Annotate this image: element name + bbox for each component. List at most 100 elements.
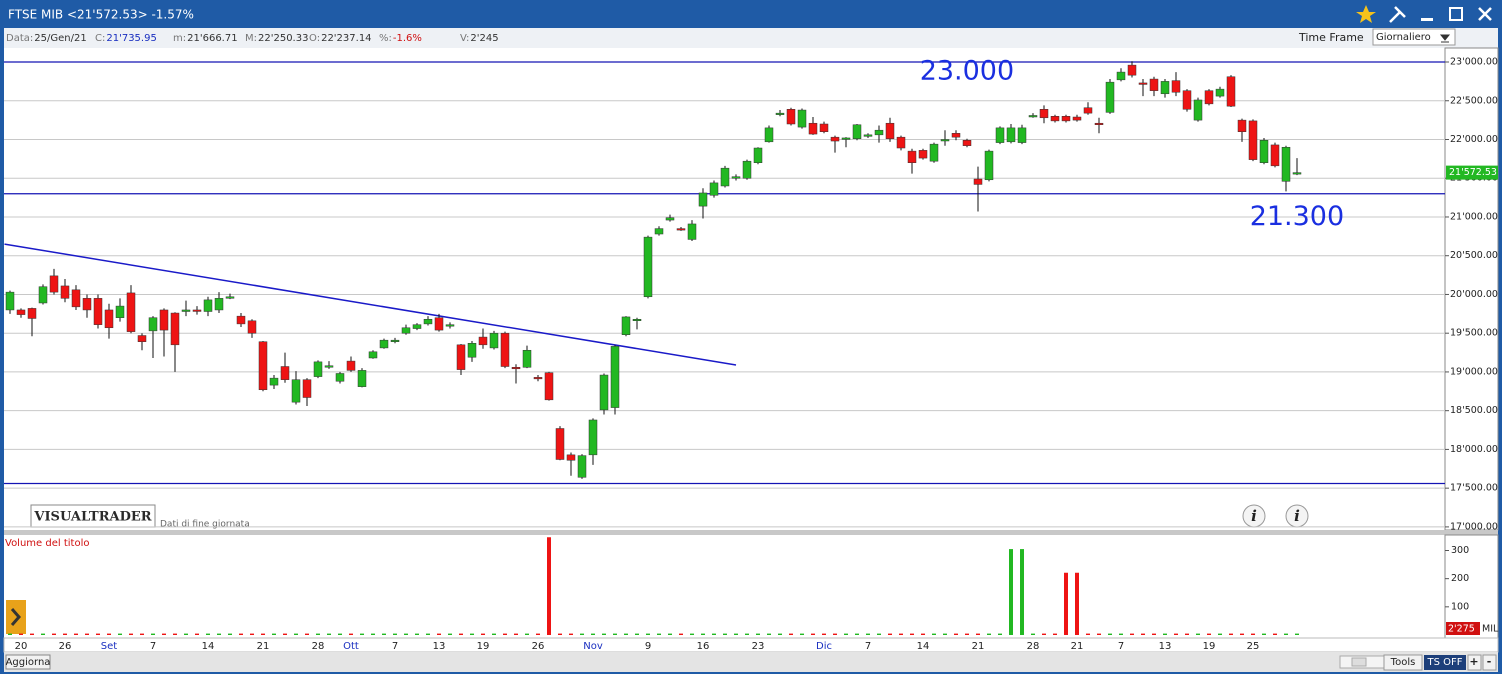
candle-body	[863, 134, 873, 137]
candle-body	[522, 349, 532, 368]
candle-body	[346, 360, 356, 371]
volume-bar	[52, 633, 56, 635]
volume-bar	[723, 633, 727, 635]
volume-bar	[151, 633, 155, 635]
candle-body	[1138, 82, 1148, 85]
candle-body	[269, 377, 279, 386]
x-tick-label: 19	[1203, 641, 1216, 652]
volume-bar	[1174, 633, 1178, 635]
maximize-button[interactable]	[1449, 7, 1463, 21]
candle-body	[214, 298, 224, 311]
refresh-button[interactable]	[5, 654, 51, 670]
candle-body	[379, 339, 389, 349]
favorite-icon[interactable]	[1356, 5, 1376, 23]
candle-body	[478, 336, 488, 346]
volume-bar	[272, 633, 276, 635]
candle-body	[577, 455, 587, 478]
x-tick-label: 28	[1027, 641, 1040, 652]
candle-body	[830, 136, 840, 142]
candle-body	[82, 298, 92, 311]
tools-button[interactable]	[1383, 654, 1423, 671]
candle-body	[1017, 127, 1027, 143]
x-tick-label: 16	[697, 641, 710, 652]
volume-bar	[767, 633, 771, 635]
expand-panel-button[interactable]	[6, 600, 26, 634]
volume-bar	[1207, 633, 1211, 635]
trendline	[4, 243, 737, 366]
time-frame-label: Time Frame	[1298, 31, 1364, 44]
volume-bar	[998, 633, 1002, 635]
x-tick-label: 7	[392, 641, 398, 652]
volume-bar	[558, 633, 562, 635]
x-tick-label: 14	[917, 641, 930, 652]
volume-bar	[1130, 633, 1134, 635]
candle-body	[786, 109, 796, 125]
volume-bar	[349, 633, 353, 635]
close-button[interactable]	[1478, 7, 1492, 21]
candle-body	[753, 147, 763, 163]
volume-bar	[305, 633, 309, 635]
x-tick-label: Ott	[343, 641, 359, 652]
candle-body	[852, 124, 862, 139]
info-value: -1.6%	[393, 33, 422, 44]
data-note: Dati di fine giornata	[160, 520, 250, 530]
x-tick-label: 21	[972, 641, 985, 652]
volume-bar	[1240, 633, 1244, 635]
time-frame-select[interactable]	[1372, 28, 1456, 46]
volume-bar	[778, 633, 782, 635]
info-icon[interactable]: i	[1285, 504, 1309, 528]
candle-body	[181, 309, 191, 312]
expand-arrow	[10, 608, 21, 626]
candle-body	[115, 305, 125, 318]
volume-bar	[987, 633, 991, 635]
candle-body	[940, 139, 950, 142]
x-tick-label: Nov	[583, 641, 603, 652]
candle-body	[764, 127, 774, 143]
y-tick-label: 200	[1451, 573, 1469, 584]
volume-bar	[954, 633, 958, 635]
info-value: 21'735.95	[106, 33, 156, 44]
volume-bar	[470, 633, 474, 635]
info-label: %:	[379, 33, 392, 44]
candle-body	[423, 318, 433, 325]
volume-bar	[107, 633, 111, 635]
volume-bar	[602, 633, 606, 635]
volume-bar	[85, 633, 89, 635]
zoom-out-button[interactable]	[1482, 654, 1497, 671]
candle-body	[1226, 76, 1236, 107]
ts-label: TS OFF	[1426, 657, 1462, 668]
x-tick-label: 23	[752, 641, 765, 652]
volume-bar	[1152, 633, 1156, 635]
volume-bar	[866, 633, 870, 635]
info-label: Data:	[6, 33, 33, 44]
tools-icon[interactable]	[1389, 6, 1406, 23]
volume-bar	[1097, 633, 1101, 635]
candle-body	[71, 289, 81, 308]
info-icon[interactable]: i	[1242, 504, 1266, 528]
candle-body	[698, 192, 708, 207]
scroll-thumb[interactable]	[1351, 657, 1367, 667]
candle-body	[258, 341, 268, 391]
candle-body	[456, 344, 466, 370]
x-tick-label: Set	[101, 641, 118, 652]
zoom-in-button[interactable]	[1467, 654, 1482, 671]
candle-body	[610, 346, 620, 408]
volume-bar	[657, 633, 661, 635]
y-tick-label: 19'500.00	[1450, 328, 1498, 339]
candle-body	[467, 343, 477, 358]
y-tick-label: 23'000.00	[1450, 57, 1498, 68]
volume-bar	[250, 633, 254, 635]
minimize-button[interactable]	[1421, 18, 1433, 21]
volume-bar	[360, 633, 364, 635]
y-tick-label: 300	[1451, 545, 1469, 556]
volume-bar	[96, 633, 100, 635]
candle-body	[1281, 146, 1291, 182]
ts-button[interactable]	[1424, 655, 1466, 670]
candle-body	[874, 129, 884, 136]
time-frame-value: Giornaliero	[1376, 32, 1431, 43]
logo: VISUALTRADER	[33, 510, 151, 525]
volume-bar	[833, 633, 837, 635]
volume-bar	[1163, 633, 1167, 635]
volume-bar	[63, 633, 67, 635]
volume-bar	[228, 633, 232, 635]
